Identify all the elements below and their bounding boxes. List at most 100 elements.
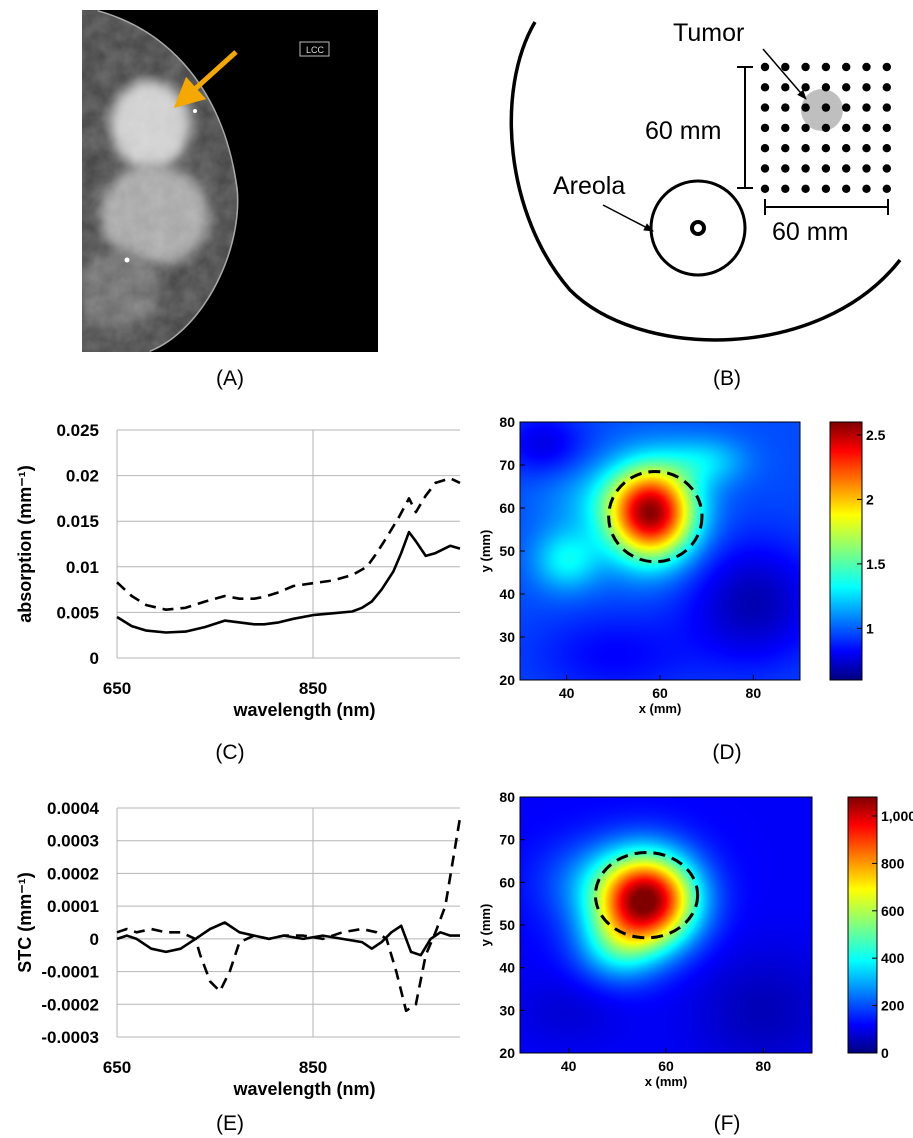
colorbar-tick-label: 1,000 xyxy=(881,808,913,824)
x-tick-label: 850 xyxy=(299,679,327,698)
grid-dot xyxy=(842,144,851,153)
y-tick-label: 0.0003 xyxy=(47,832,99,851)
grid-dot xyxy=(801,144,810,153)
schematic-panel: Tumor 60 mm 60 mm Areola xyxy=(509,19,902,342)
grid-dot xyxy=(760,123,770,133)
grid-dot xyxy=(821,184,831,193)
grid-dot xyxy=(821,164,831,173)
breast-outline xyxy=(509,21,902,342)
grid-dot xyxy=(862,83,871,92)
x-tick-label: 80 xyxy=(746,685,762,701)
grid-dot xyxy=(781,164,790,173)
grid-dot xyxy=(862,103,871,112)
areola-circle xyxy=(649,179,747,277)
panel-label-e: (E) xyxy=(216,1112,244,1135)
tumor-outline xyxy=(607,469,704,564)
y-tick-label: -0.0001 xyxy=(41,963,99,982)
grid-dot xyxy=(882,144,891,153)
tumor-outline xyxy=(593,850,700,940)
y-tick-label: 40 xyxy=(499,586,515,602)
series-line-dashed xyxy=(116,817,462,1013)
grid-dot xyxy=(862,144,871,153)
x-tick-label: 650 xyxy=(103,679,131,698)
grid-dot xyxy=(781,144,790,153)
grid-dot xyxy=(862,123,871,133)
heatmap-image xyxy=(520,797,812,1053)
grid-dot xyxy=(801,123,810,133)
y-axis-label: y (mm) xyxy=(478,530,493,573)
y-tick-label: 0.0004 xyxy=(47,799,100,818)
y-tick-label: 70 xyxy=(499,457,515,473)
tumor-label: Tumor xyxy=(673,19,744,47)
tumor-pointer xyxy=(762,48,807,100)
vertical-dimension-label: 60 mm xyxy=(645,117,721,145)
measurement-grid xyxy=(760,62,891,193)
y-tick-label: 0.0001 xyxy=(47,897,99,916)
grid-dot xyxy=(842,103,851,112)
grid-dot xyxy=(801,184,810,193)
y-axis-label: y (mm) xyxy=(478,904,493,947)
grid-dot xyxy=(760,144,770,153)
y-tick-label: 0.005 xyxy=(56,603,99,622)
x-tick-label: 650 xyxy=(103,1058,131,1077)
colorbar-tick-label: 1 xyxy=(866,620,874,636)
colorbar xyxy=(829,421,863,681)
y-tick-label: 30 xyxy=(499,629,515,645)
grid-dot xyxy=(882,103,891,112)
grid-dot xyxy=(882,83,891,92)
grid-dot xyxy=(882,123,891,133)
grid-dot xyxy=(781,103,790,112)
grid-dot xyxy=(801,164,810,173)
y-tick-label: 20 xyxy=(499,1045,515,1061)
colorbar-tick-label: 0 xyxy=(881,1045,889,1061)
chart-f-heatmap: 20 30 40 50 60 70 80 40 60 80 x (mm) y (mm) 0 200 400 6… xyxy=(478,789,913,1089)
grid-dot xyxy=(862,184,871,193)
y-tick-label: 0 xyxy=(90,649,99,668)
x-tick-label: 40 xyxy=(559,685,575,701)
grid-dot xyxy=(781,62,790,72)
grid-dot xyxy=(842,62,851,72)
x-axis-label: x (mm) xyxy=(645,1074,688,1089)
colorbar-tick-label: 2.5 xyxy=(866,427,886,443)
x-tick-label: 60 xyxy=(652,685,668,701)
y-tick-label: 20 xyxy=(499,672,515,688)
grid-dot xyxy=(842,83,851,92)
chart-e-stc: -0.0003 -0.0002 -0.0001 0 0.0001 0.0002 0.0003… xyxy=(15,799,462,1099)
view-marker-label: LCC xyxy=(306,45,325,55)
series-line-solid xyxy=(116,530,461,634)
chart-c-absorption: 0 0.005 0.01 0.015 0.02 0.025 650 850 wavelength… xyxy=(15,421,461,720)
colorbar-tick-label: 1.5 xyxy=(866,556,886,572)
y-tick-label: 0.01 xyxy=(66,558,99,577)
y-tick-label: 0.025 xyxy=(56,421,99,440)
y-tick-label: -0.0003 xyxy=(41,1028,99,1047)
areola-pointer xyxy=(602,204,654,232)
y-tick-label: 40 xyxy=(499,960,515,976)
grid-dot xyxy=(821,123,831,133)
heatmap-image xyxy=(520,422,800,680)
y-tick-label: -0.0002 xyxy=(41,995,99,1014)
colorbar-tick-label: 2 xyxy=(866,491,874,507)
y-tick-label: 0.015 xyxy=(56,512,99,531)
x-axis-label: x (mm) xyxy=(639,701,682,716)
calcification-dot xyxy=(124,257,130,263)
grid-dot xyxy=(821,62,831,72)
series-line-solid xyxy=(116,921,460,957)
grid-dot xyxy=(862,164,871,173)
y-axis-label: STC (mm⁻¹) xyxy=(15,872,35,973)
colorbar xyxy=(847,796,878,1054)
grid-dot xyxy=(882,184,891,193)
colorbar-tick-label: 200 xyxy=(881,998,905,1014)
grid-dot xyxy=(760,184,770,193)
mammogram-panel: LCC xyxy=(82,10,378,352)
grid-dot xyxy=(842,164,851,173)
grid-dot xyxy=(781,123,790,133)
grid-dot xyxy=(760,103,770,112)
panel-label-a: (A) xyxy=(216,367,244,390)
calcification-dot xyxy=(193,109,197,113)
grid-dot xyxy=(781,83,790,92)
y-tick-label: 80 xyxy=(499,789,515,805)
x-tick-label: 850 xyxy=(299,1058,327,1077)
view-marker-box xyxy=(299,41,330,57)
grid-dot xyxy=(781,184,790,193)
